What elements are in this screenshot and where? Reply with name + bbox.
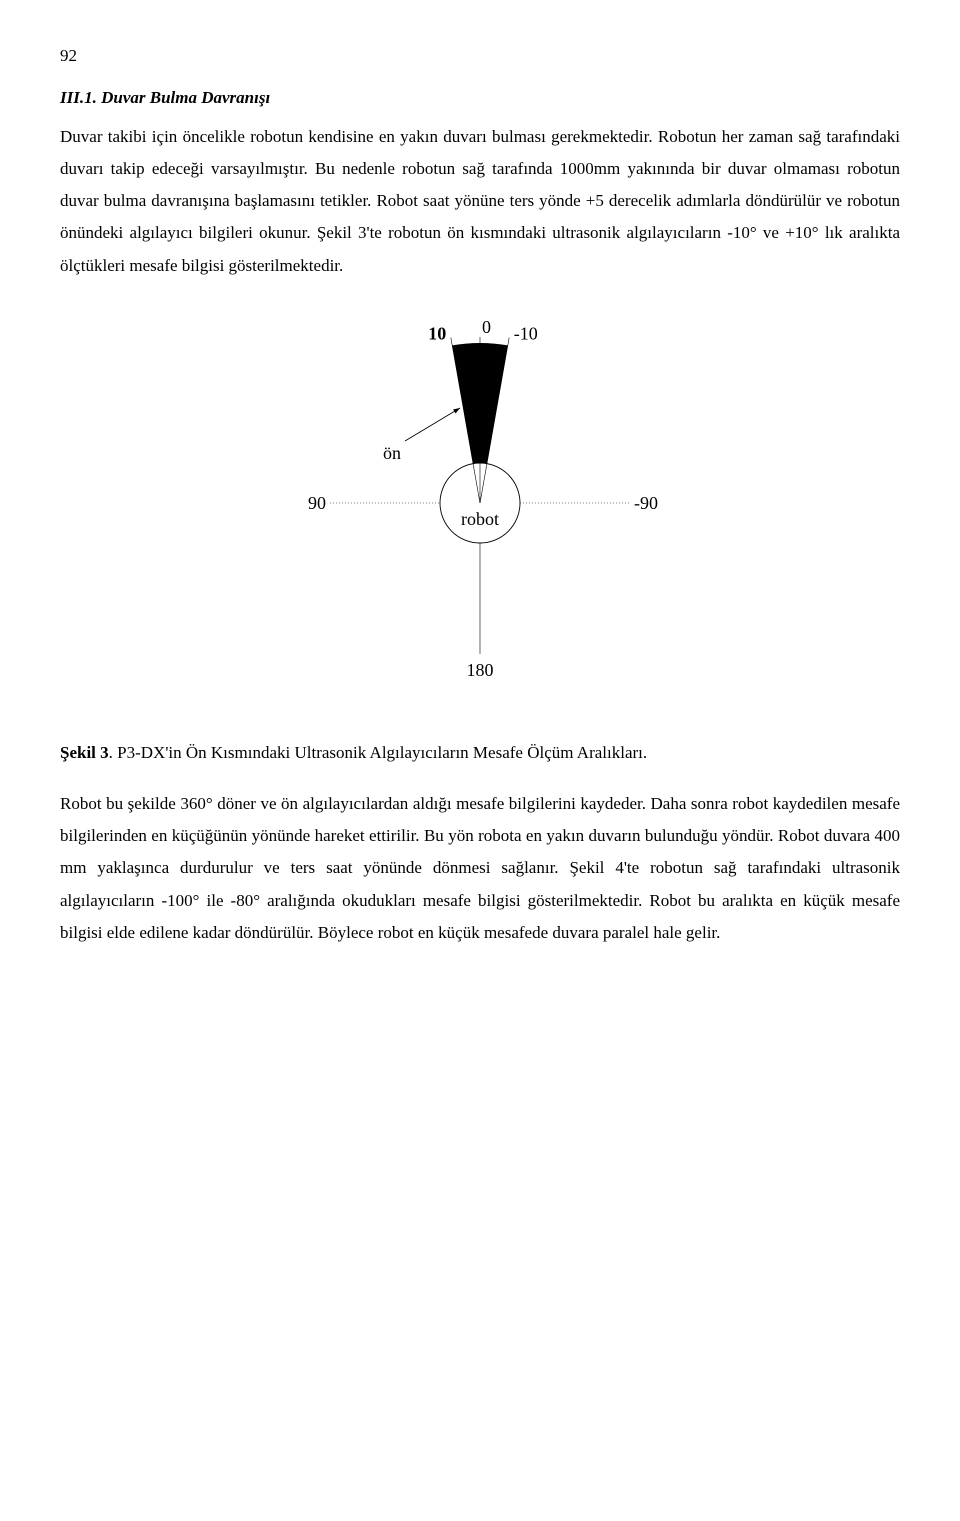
svg-text:-90: -90 — [634, 493, 658, 513]
paragraph-2: Robot bu şekilde 360° döner ve ön algıla… — [60, 788, 900, 949]
figure-3: 0 10 -10 ön 90 -90 robot 180 — [60, 308, 900, 719]
figure-3-caption: Şekil 3. P3-DX'in Ön Kısmındaki Ultrason… — [60, 737, 900, 769]
paragraph-1: Duvar takibi için öncelikle robotun kend… — [60, 121, 900, 282]
svg-text:10: 10 — [428, 324, 446, 344]
svg-text:0: 0 — [482, 317, 491, 337]
figure-3-caption-text: P3-DX'in Ön Kısmındaki Ultrasonik Algıla… — [117, 743, 647, 762]
page-number: 92 — [60, 40, 900, 72]
svg-text:robot: robot — [461, 509, 499, 529]
svg-text:-10: -10 — [514, 324, 538, 344]
svg-text:90: 90 — [308, 493, 326, 513]
figure-3-svg: 0 10 -10 ön 90 -90 robot 180 — [300, 308, 660, 708]
svg-text:ön: ön — [383, 443, 401, 463]
figure-3-caption-prefix: Şekil 3. — [60, 743, 117, 762]
section-heading: III.1. Duvar Bulma Davranışı — [60, 82, 900, 114]
svg-text:180: 180 — [467, 660, 494, 680]
